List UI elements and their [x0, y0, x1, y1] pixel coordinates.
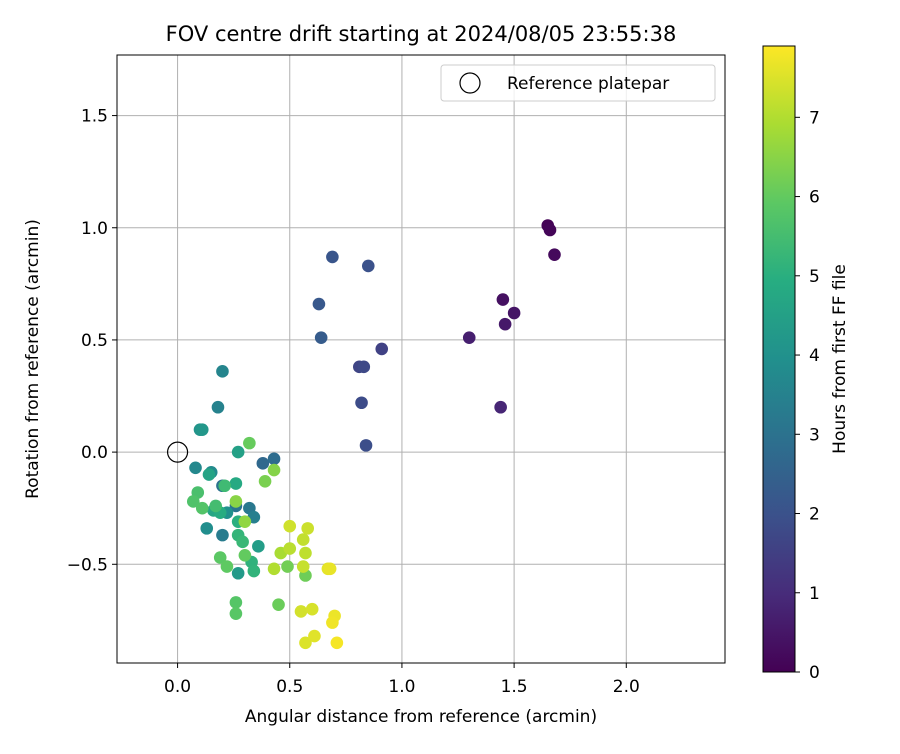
scatter-point — [330, 636, 344, 650]
y-axis-label: Rotation from reference (arcmin) — [23, 219, 43, 499]
scatter-point — [186, 495, 200, 508]
scatter-point — [211, 400, 225, 414]
scatter-point — [314, 331, 328, 344]
scatter-point — [189, 461, 202, 475]
scatter-point — [216, 528, 229, 542]
chart-title: FOV centre drift starting at 2024/08/05 … — [166, 22, 677, 46]
scatter-point — [216, 365, 229, 378]
scatter-point — [494, 400, 507, 414]
colorbar-tick-label: 4 — [809, 346, 820, 366]
grid-lines — [117, 55, 725, 663]
scatter-point — [238, 515, 252, 528]
y-tick-label: 0.0 — [81, 443, 108, 463]
legend: Reference platepar — [440, 64, 716, 102]
scatter-point — [229, 495, 243, 508]
plot-area — [117, 55, 725, 663]
scatter-point — [301, 522, 315, 535]
x-tick-label: 0.5 — [276, 677, 303, 697]
scatter-point — [312, 297, 326, 311]
colorbar-ticks: 0 1 2 3 4 5 6 7 — [795, 108, 820, 683]
scatter-point — [267, 452, 281, 466]
scatter-point — [258, 474, 272, 488]
scatter-point — [462, 331, 476, 344]
colorbar-tick-label: 2 — [809, 505, 820, 525]
scatter-point — [496, 293, 510, 306]
scatter-point — [359, 439, 373, 452]
scatter-point — [305, 602, 319, 616]
scatter-point — [283, 519, 297, 533]
colorbar-tick-label: 0 — [809, 663, 820, 683]
plot-frame — [116, 54, 726, 664]
scatter-point — [283, 542, 297, 555]
scatter-points — [186, 219, 561, 650]
colorbar-tick-label: 3 — [809, 425, 820, 445]
scatter-point — [299, 636, 312, 650]
scatter-point — [498, 317, 512, 331]
x-axis-label: Angular distance from reference (arcmin) — [245, 707, 597, 727]
scatter-point — [543, 223, 557, 237]
colorbar-tick-label: 7 — [809, 108, 820, 128]
y-axis-ticks: −0.5 0.0 0.5 1.0 1.5 — [67, 107, 117, 575]
scatter-point — [218, 479, 231, 493]
scatter-point — [294, 605, 308, 618]
scatter-point — [231, 445, 245, 459]
scatter-point — [252, 540, 265, 553]
x-tick-label: 2.0 — [613, 677, 640, 697]
scatter-point — [296, 560, 310, 573]
scatter-point — [236, 535, 249, 549]
reference-platepar-marker — [166, 441, 189, 463]
scatter-point — [195, 423, 209, 436]
scatter-point — [229, 607, 243, 620]
colorbar-tick-label: 5 — [809, 267, 820, 287]
scatter-point — [267, 562, 281, 576]
scatter-point — [355, 396, 368, 410]
legend-marker-open-circle — [459, 72, 481, 94]
y-tick-label: −0.5 — [67, 555, 108, 575]
scatter-point — [209, 499, 223, 513]
x-tick-label: 0.0 — [164, 677, 191, 697]
legend-box — [440, 64, 716, 102]
scatter-point — [326, 250, 339, 264]
scatter-point — [200, 522, 214, 535]
scatter-point — [229, 596, 243, 609]
x-tick-label: 1.5 — [501, 677, 528, 697]
colorbar: 0 1 2 3 4 5 6 7 Hours from first FF file — [762, 45, 850, 683]
legend-entry-label: Reference platepar — [507, 74, 669, 94]
scatter-point — [296, 533, 310, 546]
colorbar-label: Hours from first FF file — [830, 264, 850, 454]
scatter-point — [243, 436, 256, 450]
scatter-point — [357, 360, 371, 374]
x-axis-ticks: 0.0 0.5 1.0 1.5 2.0 — [164, 663, 640, 697]
y-tick-label: 1.5 — [81, 107, 108, 127]
colorbar-gradient — [762, 45, 796, 673]
scatter-point — [281, 560, 294, 573]
x-tick-label: 1.0 — [388, 677, 415, 697]
colorbar-tick-label: 1 — [809, 584, 820, 604]
scatter-point — [213, 551, 227, 564]
scatter-point — [220, 560, 234, 573]
scatter-point — [308, 629, 321, 643]
scatter-point — [267, 463, 281, 477]
scatter-point — [272, 598, 285, 611]
scatter-point — [238, 549, 252, 562]
scatter-point — [507, 306, 521, 320]
y-tick-label: 0.5 — [81, 331, 108, 351]
scatter-point — [256, 457, 270, 470]
scatter-point — [229, 477, 243, 490]
scatter-point — [326, 616, 339, 629]
scatter-point — [375, 342, 389, 356]
y-tick-label: 1.0 — [81, 219, 108, 239]
scatter-point — [323, 562, 337, 576]
scatter-point — [202, 468, 216, 481]
scatter-point — [195, 501, 209, 515]
scatter-point — [548, 248, 561, 261]
scatter-point — [231, 566, 245, 580]
scatter-point — [361, 259, 375, 273]
scatter-point — [299, 546, 312, 560]
reference-marker-group — [166, 441, 189, 463]
scatter-point — [247, 564, 261, 578]
colorbar-tick-label: 6 — [809, 188, 820, 208]
